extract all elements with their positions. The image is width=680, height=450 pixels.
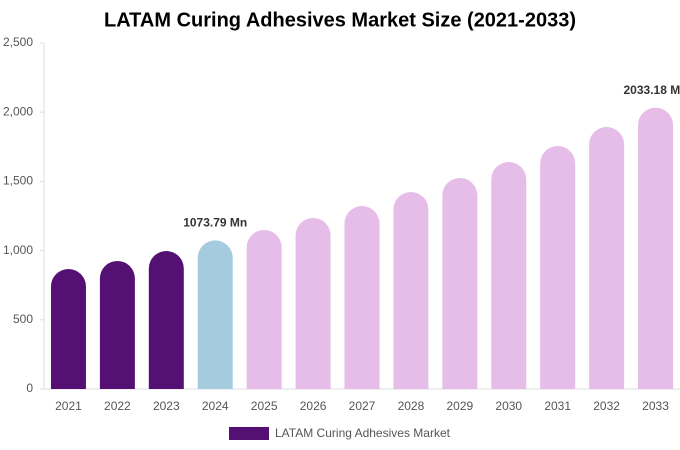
bar	[295, 217, 331, 389]
bar	[393, 192, 429, 389]
x-tick-label: 2024	[202, 399, 229, 413]
x-tick-label: 2029	[446, 399, 473, 413]
bar	[589, 127, 625, 390]
x-tick-label: 2032	[593, 399, 620, 413]
bar	[197, 240, 233, 389]
y-tick-label: 1,500	[3, 174, 33, 188]
y-tick-label: 2,500	[3, 35, 33, 49]
x-tick-label: 2028	[398, 399, 425, 413]
bar	[638, 107, 674, 390]
y-tick-label: 1,000	[3, 243, 33, 257]
bar	[50, 269, 86, 389]
x-tick-label: 2021	[55, 399, 82, 413]
bar	[540, 145, 576, 389]
bar	[344, 206, 380, 389]
legend-swatch	[229, 427, 269, 440]
x-tick-label: 2030	[495, 399, 522, 413]
bar	[148, 251, 184, 389]
bar	[99, 260, 135, 389]
value-label: 1073.79 Mn	[183, 216, 247, 230]
bar	[442, 177, 478, 389]
x-tick-label: 2027	[349, 399, 376, 413]
bar	[491, 162, 527, 389]
value-label: 2033.18 Mn	[624, 83, 680, 97]
x-tick-label: 2025	[251, 399, 278, 413]
x-tick-label: 2022	[104, 399, 131, 413]
x-tick-label: 2031	[544, 399, 571, 413]
x-tick-label: 2023	[153, 399, 180, 413]
bar	[246, 229, 282, 389]
y-tick-label: 2,000	[3, 104, 33, 118]
x-tick-label: 2026	[300, 399, 327, 413]
chart-title: LATAM Curing Adhesives Market Size (2021…	[104, 9, 576, 31]
y-tick-label: 500	[13, 312, 33, 326]
y-tick-label: 0	[26, 381, 33, 395]
x-tick-label: 2033	[642, 399, 669, 413]
legend-label: LATAM Curing Adhesives Market	[275, 426, 451, 440]
